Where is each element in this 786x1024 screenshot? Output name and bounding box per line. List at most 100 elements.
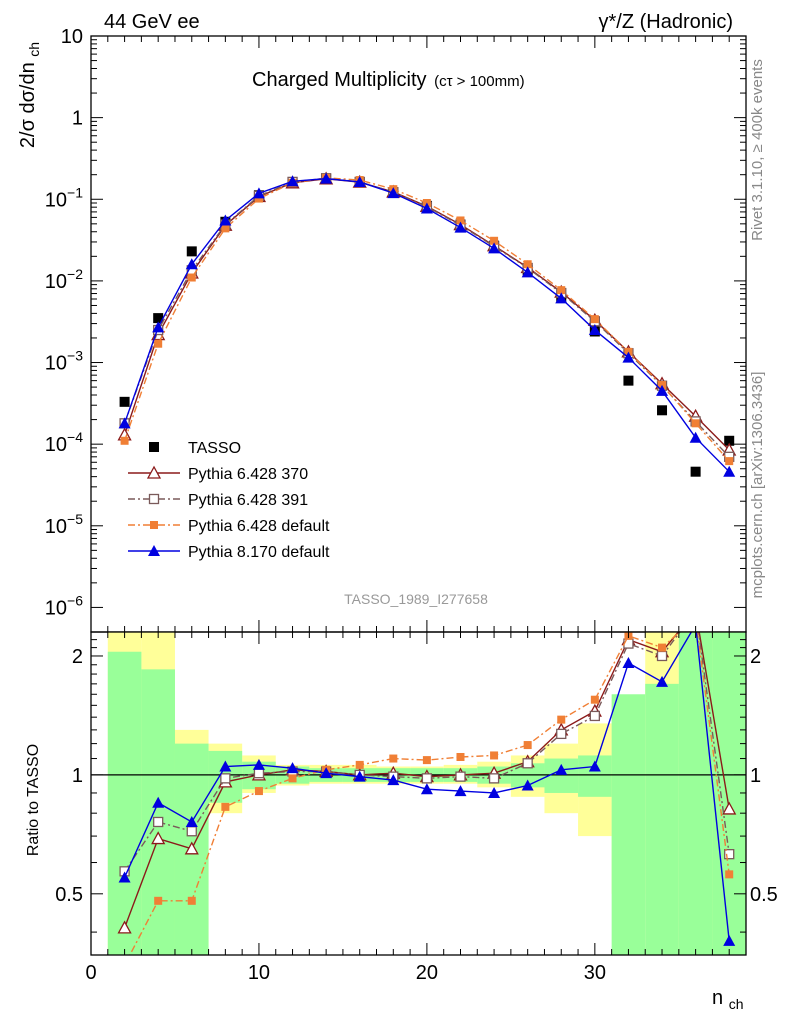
data-point xyxy=(254,194,263,203)
y-tick-label: 10−3 xyxy=(45,348,83,375)
data-point xyxy=(454,221,467,233)
data-point xyxy=(152,321,165,333)
legend-item: TASSO xyxy=(149,440,241,457)
y-axis-label: 2/σ dσ/dn ch xyxy=(17,42,42,148)
y-tick-label: 10−5 xyxy=(45,511,83,538)
data-point xyxy=(490,236,499,245)
data-point xyxy=(186,246,197,257)
ratio-point xyxy=(117,920,132,934)
y-tick-label: 10−2 xyxy=(45,266,83,293)
legend-label: Pythia 6.428 default xyxy=(188,518,330,535)
ratio-panel xyxy=(91,632,746,955)
main-series-group xyxy=(117,171,737,477)
ratio-point xyxy=(455,771,466,782)
y-tick-label-exponent: −3 xyxy=(67,348,83,364)
data-point xyxy=(724,435,735,446)
ratio-point xyxy=(725,870,734,879)
y-tick-label-base: 10 xyxy=(45,597,67,619)
ratio-point xyxy=(153,816,164,828)
series-line xyxy=(123,178,730,451)
y-tick-label: 10−4 xyxy=(45,429,83,456)
legend-item: Pythia 6.428 370 xyxy=(128,465,308,483)
ratio-series-pythia-8-170-default xyxy=(118,632,736,946)
data-point xyxy=(690,466,701,477)
y-tick-label: 10 xyxy=(61,26,83,48)
data-point xyxy=(691,419,700,428)
ratio-axes: 0.5 0.51 12 20 10 20 30 xyxy=(55,631,778,984)
data-point xyxy=(590,315,599,324)
data-point xyxy=(185,258,198,270)
y-tick-label: 1 xyxy=(72,108,83,130)
series-tasso xyxy=(119,173,735,477)
data-point xyxy=(488,242,501,254)
series-line xyxy=(123,177,730,473)
ratio-point xyxy=(523,741,532,750)
data-point xyxy=(120,436,129,445)
ratio-point xyxy=(353,770,366,782)
series-pythia-8-170-default xyxy=(118,172,736,477)
ratio-point xyxy=(656,650,668,662)
data-point xyxy=(555,292,568,304)
header-right: γ*/Z (Hadronic) xyxy=(599,11,733,33)
legend-label: TASSO xyxy=(188,440,241,457)
ratio-point xyxy=(422,756,431,765)
legend-marker xyxy=(148,493,160,505)
data-point xyxy=(119,396,130,407)
ratio-point xyxy=(154,896,163,905)
y-tick-label-exponent: −6 xyxy=(67,592,83,608)
ratio-y-tick-label-right: 0.5 xyxy=(750,884,778,906)
x-axis-label: n ch xyxy=(712,987,743,1012)
legend-item: Pythia 6.428 default xyxy=(128,518,330,535)
ratio-point xyxy=(355,760,364,769)
ratio-point xyxy=(389,754,398,763)
ratio-point xyxy=(556,728,567,740)
ratio-point xyxy=(454,785,467,797)
ratio-point xyxy=(118,871,131,883)
ratio-point xyxy=(622,656,635,668)
ratio-point xyxy=(421,773,433,784)
data-point xyxy=(623,375,634,386)
analysis-id: TASSO_1989_I277658 xyxy=(344,591,488,607)
ratio-point xyxy=(151,831,166,845)
series-pythia-6-428-391 xyxy=(119,173,735,462)
data-point xyxy=(320,172,333,184)
x-tick-label: 0 xyxy=(85,962,96,984)
ratio-point xyxy=(387,774,400,786)
x-tick-label: 30 xyxy=(584,962,606,984)
ratio-point xyxy=(723,934,736,946)
y-axis-label-main: 2/σ dσ/dn xyxy=(17,62,39,148)
legend-label: Pythia 8.170 default xyxy=(188,544,330,561)
ratio-point xyxy=(220,773,231,784)
ratio-point xyxy=(722,801,737,815)
ratio-point xyxy=(724,849,735,860)
y-tick-label: 10−1 xyxy=(45,184,83,211)
data-point xyxy=(221,224,230,233)
data-point xyxy=(656,384,669,396)
data-point xyxy=(187,273,196,282)
x-tick-label: 20 xyxy=(416,962,438,984)
legend-marker xyxy=(146,465,162,479)
legend-marker xyxy=(148,545,160,556)
ratio-point xyxy=(690,605,702,616)
y-tick-label-exponent: −2 xyxy=(67,266,83,282)
ratio-point xyxy=(692,614,700,622)
ratio-y-tick-label: 1 xyxy=(72,765,83,787)
ratio-point xyxy=(490,751,499,760)
uncertainty-band-green xyxy=(678,632,713,955)
ratio-point xyxy=(253,768,265,779)
chart-title: Charged Multiplicity (cτ > 100mm) xyxy=(252,69,525,91)
data-point xyxy=(523,260,532,269)
x-axis-label-main: n xyxy=(712,987,723,1009)
y-tick-label-base: 10 xyxy=(45,353,67,375)
data-point xyxy=(252,187,265,199)
x-tick-label: 10 xyxy=(248,962,270,984)
y-tick-label-exponent: −1 xyxy=(67,184,83,200)
legend-item: Pythia 6.428 391 xyxy=(128,492,308,509)
legend-label: Pythia 6.428 370 xyxy=(188,466,308,483)
uncertainty-band-green xyxy=(141,669,175,955)
data-point xyxy=(657,405,668,416)
ratio-point xyxy=(121,961,129,969)
legend-item: Pythia 8.170 default xyxy=(128,544,330,561)
ratio-point xyxy=(286,762,299,774)
